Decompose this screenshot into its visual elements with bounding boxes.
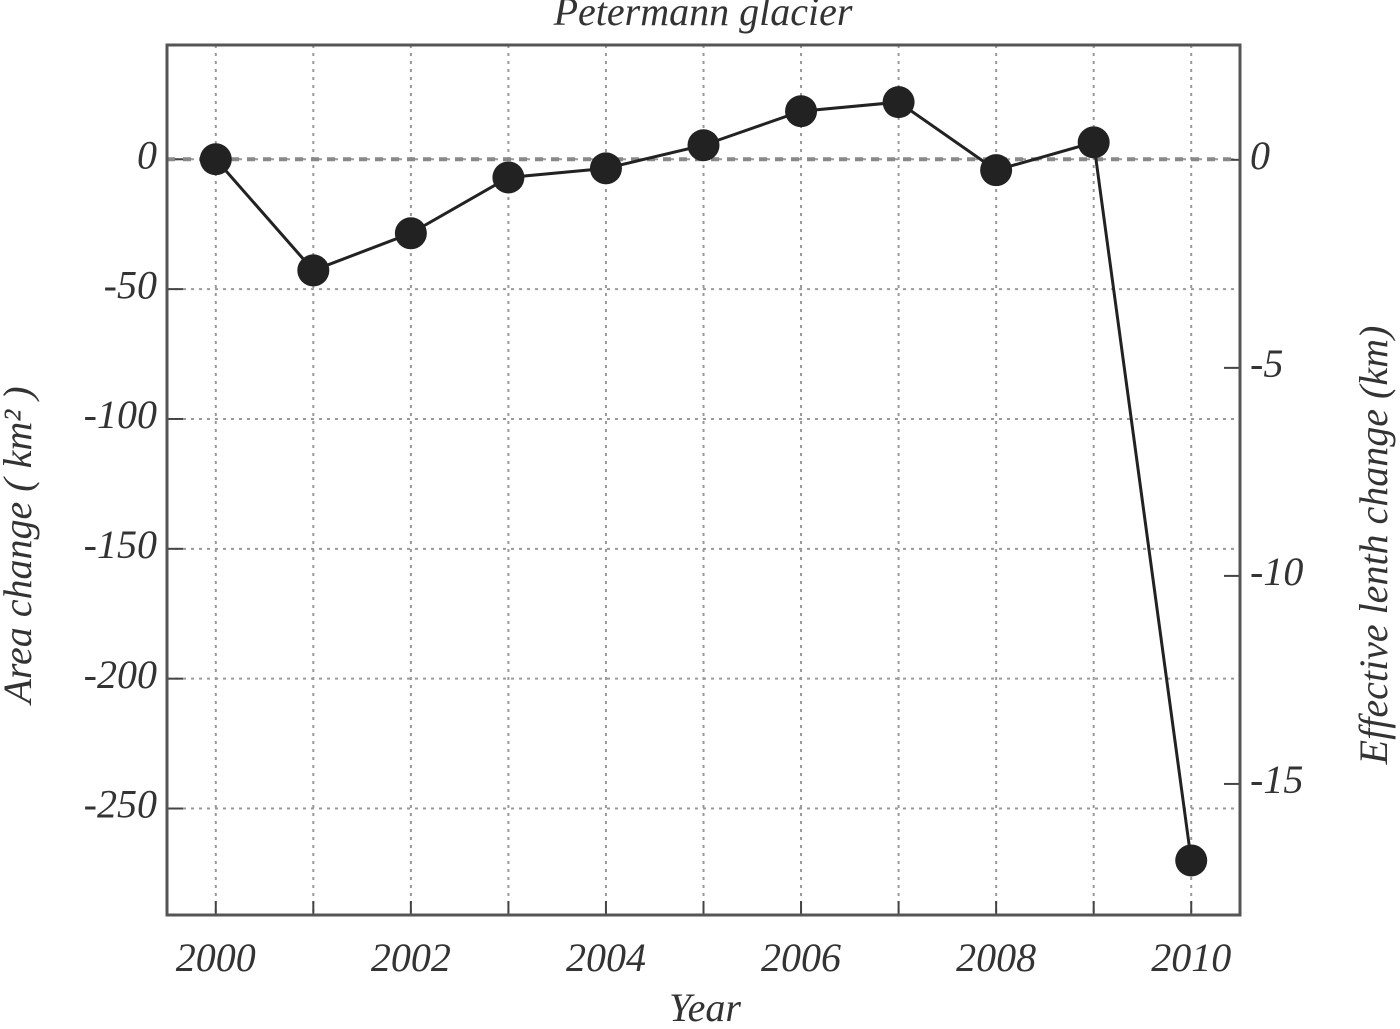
- data-point: [394, 217, 427, 250]
- data-point: [687, 129, 720, 162]
- y-tick-label: -50: [104, 262, 157, 307]
- data-point: [297, 254, 330, 287]
- y2-axis-label: Effective lenth change (km): [1351, 326, 1396, 766]
- x-axis-label: Year: [669, 985, 741, 1029]
- y-tick-label: -100: [84, 392, 157, 437]
- x-tick-label: 2002: [371, 935, 451, 980]
- x-tick-label: 2010: [1151, 935, 1231, 980]
- data-point: [199, 143, 232, 176]
- y2-tick-label: 0: [1250, 133, 1270, 178]
- chart-title: Petermann glacier: [553, 0, 853, 34]
- data-point: [589, 152, 622, 185]
- y-axis-label: Area change ( km² ): [0, 386, 40, 706]
- y-tick-label: -250: [84, 782, 157, 827]
- data-point: [980, 154, 1013, 187]
- y-tick-label: 0: [137, 132, 157, 177]
- x-tick-label: 2000: [176, 935, 256, 980]
- data-point: [882, 86, 915, 119]
- y2-tick-label: -15: [1250, 757, 1303, 802]
- data-point: [492, 161, 525, 194]
- y-tick-label: -150: [84, 522, 157, 567]
- data-point: [1077, 126, 1110, 159]
- y-tick-label: -200: [84, 652, 157, 697]
- data-point: [1175, 844, 1208, 877]
- plot-frame: [165, 43, 1242, 917]
- x-tick-label: 2004: [566, 935, 646, 980]
- y2-tick-label: -5: [1250, 341, 1283, 386]
- x-tick-label: 2008: [956, 935, 1036, 980]
- y2-tick-label: -10: [1250, 549, 1303, 594]
- data-point: [785, 95, 818, 128]
- x-tick-label: 2006: [761, 935, 841, 980]
